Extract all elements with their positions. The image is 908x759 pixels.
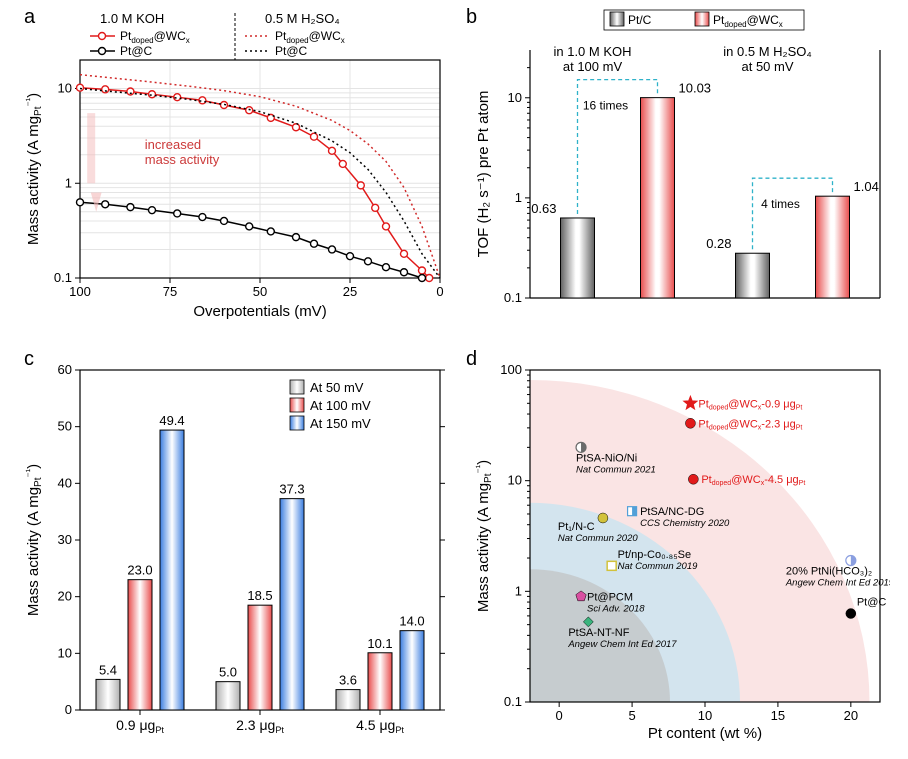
svg-text:20% PtNi(HCO₃)₂: 20% PtNi(HCO₃)₂ (786, 565, 872, 577)
svg-text:16 times: 16 times (583, 99, 628, 113)
svg-text:Pt@C: Pt@C (275, 44, 308, 58)
svg-text:18.5: 18.5 (247, 588, 272, 603)
panel-label-c: c (24, 348, 34, 371)
svg-text:0: 0 (65, 702, 72, 717)
svg-text:At 150 mV: At 150 mV (310, 416, 371, 431)
svg-text:75: 75 (163, 284, 177, 299)
svg-text:increasedmass activity: increasedmass activity (145, 137, 220, 167)
panel-label-a: a (24, 6, 35, 29)
svg-text:3.6: 3.6 (339, 673, 357, 688)
svg-text:0.1: 0.1 (504, 290, 522, 305)
svg-text:30: 30 (58, 532, 72, 547)
panel-label-b: b (466, 6, 477, 29)
svg-text:60: 60 (58, 362, 72, 377)
svg-text:Nat Commun 2019: Nat Commun 2019 (618, 561, 698, 572)
svg-text:1.0 M KOH: 1.0 M KOH (100, 11, 164, 26)
svg-text:37.3: 37.3 (279, 482, 304, 497)
svg-text:Ptdoped@WCx: Ptdoped@WCx (120, 29, 190, 45)
svg-text:Overpotentials (mV): Overpotentials (mV) (193, 303, 326, 320)
svg-text:0: 0 (436, 284, 443, 299)
svg-text:15: 15 (771, 708, 785, 723)
svg-text:10: 10 (58, 81, 72, 96)
svg-text:100: 100 (69, 284, 91, 299)
panel-a: 100 75 50 25 0 0.1 1 10 Overpotentials (mV) Mass … (20, 8, 450, 333)
svg-text:50: 50 (58, 419, 72, 434)
svg-text:Mass activity (A mgPt⁻¹): Mass activity (A mgPt⁻¹) (25, 464, 44, 616)
svg-text:5: 5 (628, 708, 635, 723)
svg-text:5.4: 5.4 (99, 662, 117, 677)
svg-text:in 1.0 M KOHat 100 mV: in 1.0 M KOHat 100 mV (553, 44, 631, 74)
svg-text:5.0: 5.0 (219, 665, 237, 680)
svg-text:Ptdoped@WCx: Ptdoped@WCx (275, 29, 345, 45)
panel-b: 0.1 1 10 TOF (H₂ s⁻¹) pre Pt atom 0.63 10.03 1… (470, 8, 890, 333)
svg-text:Pt₁/N-C: Pt₁/N-C (558, 521, 595, 533)
svg-text:1: 1 (515, 583, 522, 598)
svg-text:TOF (H₂ s⁻¹) pre Pt atom: TOF (H₂ s⁻¹) pre Pt atom (475, 91, 492, 258)
svg-text:4 times: 4 times (761, 197, 800, 211)
svg-text:14.0: 14.0 (399, 614, 424, 629)
svg-text:20: 20 (58, 589, 72, 604)
svg-text:Mass activity (A mgPt⁻¹): Mass activity (A mgPt⁻¹) (475, 460, 494, 612)
svg-text:10: 10 (508, 90, 522, 105)
svg-text:10: 10 (698, 708, 712, 723)
svg-text:Pt/np-Co₀.₈₅Se: Pt/np-Co₀.₈₅Se (618, 549, 691, 561)
panel-d: 0 5 10 15 20 0.1 1 10 100 Pt content (wt %) Mass a… (470, 350, 890, 755)
svg-text:0.63: 0.63 (531, 201, 556, 216)
svg-text:Pt@PCM: Pt@PCM (587, 591, 633, 603)
svg-text:Pt@C: Pt@C (857, 597, 887, 609)
svg-text:CCS Chemistry 2020: CCS Chemistry 2020 (640, 518, 730, 529)
svg-text:Ptdoped@WCx: Ptdoped@WCx (713, 13, 783, 29)
svg-text:Pt content (wt %): Pt content (wt %) (648, 725, 762, 742)
svg-text:1: 1 (65, 175, 72, 190)
svg-text:Angew Chem Int Ed 2019: Angew Chem Int Ed 2019 (785, 577, 890, 588)
svg-text:4.5 μgPt: 4.5 μgPt (356, 717, 404, 735)
svg-text:Mass activity (A mgPt⁻¹): Mass activity (A mgPt⁻¹) (25, 93, 44, 245)
svg-text:1.04: 1.04 (854, 179, 879, 194)
panel-label-d: d (466, 348, 477, 371)
svg-text:0.9 μgPt: 0.9 μgPt (116, 717, 164, 735)
svg-text:At 100 mV: At 100 mV (310, 398, 371, 413)
svg-text:Angew Chem Int Ed 2017: Angew Chem Int Ed 2017 (567, 639, 677, 650)
svg-text:PtSA/NC-DG: PtSA/NC-DG (640, 506, 704, 518)
svg-text:in 0.5 M H₂SO₄at 50 mV: in 0.5 M H₂SO₄at 50 mV (723, 44, 811, 74)
panel-c: 0 10 20 30 40 50 60 Mass activity (A mgPt⁻¹) 5.4… (20, 350, 450, 755)
svg-text:1: 1 (515, 190, 522, 205)
svg-text:0.28: 0.28 (706, 236, 731, 251)
svg-text:50: 50 (253, 284, 267, 299)
svg-text:Pt/C: Pt/C (628, 13, 652, 27)
svg-text:23.0: 23.0 (127, 563, 152, 578)
svg-text:At 50 mV: At 50 mV (310, 380, 364, 395)
svg-text:Nat Commun 2020: Nat Commun 2020 (558, 533, 638, 544)
svg-text:20: 20 (844, 708, 858, 723)
svg-text:PtSA-NT-NF: PtSA-NT-NF (568, 627, 629, 639)
svg-text:2.3 μgPt: 2.3 μgPt (236, 717, 284, 735)
svg-text:10: 10 (508, 473, 522, 488)
svg-text:0.1: 0.1 (504, 694, 522, 709)
svg-text:10.1: 10.1 (367, 636, 392, 651)
svg-text:100: 100 (500, 362, 522, 377)
svg-text:10: 10 (58, 645, 72, 660)
svg-text:40: 40 (58, 475, 72, 490)
svg-text:Nat Commun 2021: Nat Commun 2021 (576, 464, 656, 475)
svg-text:10.03: 10.03 (679, 81, 712, 96)
svg-text:Ptdoped@WCx-2.3 μgPt: Ptdoped@WCx-2.3 μgPt (698, 418, 802, 431)
svg-text:Ptdoped@WCx-0.9 μgPt: Ptdoped@WCx-0.9 μgPt (698, 398, 802, 411)
svg-text:25: 25 (343, 284, 357, 299)
svg-text:Pt@C: Pt@C (120, 44, 153, 58)
svg-text:49.4: 49.4 (159, 413, 184, 428)
svg-text:Sci Adv. 2018: Sci Adv. 2018 (587, 603, 645, 614)
svg-text:0: 0 (556, 708, 563, 723)
svg-text:0.1: 0.1 (54, 270, 72, 285)
svg-text:0.5 M H₂SO₄: 0.5 M H₂SO₄ (265, 11, 340, 26)
svg-text:PtSA-NiO/Ni: PtSA-NiO/Ni (576, 452, 637, 464)
